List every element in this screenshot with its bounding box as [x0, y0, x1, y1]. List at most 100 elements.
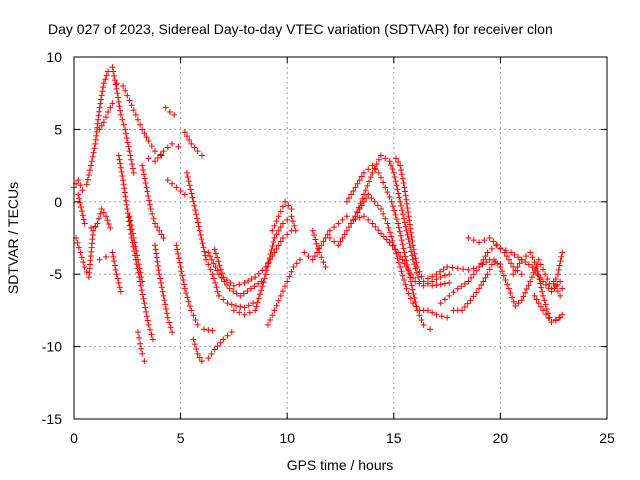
data-point: [105, 109, 112, 116]
data-point: [535, 300, 542, 307]
data-point: [418, 317, 425, 324]
data-point: [269, 227, 276, 234]
data-point: [104, 217, 111, 224]
data-point: [175, 255, 182, 262]
data-point: [78, 254, 85, 261]
data-point: [284, 231, 291, 238]
data-point: [464, 300, 471, 307]
data-point: [470, 271, 477, 278]
data-point: [109, 249, 116, 256]
data-point: [409, 274, 416, 281]
data-point: [149, 336, 156, 343]
data-point: [413, 269, 420, 276]
data-point: [387, 162, 394, 169]
data-point: [213, 284, 220, 291]
data-point: [409, 238, 416, 245]
data-point: [291, 222, 298, 229]
data-point: [198, 152, 205, 159]
data-point: [83, 269, 90, 276]
data-point: [275, 297, 282, 304]
data-point: [360, 213, 367, 220]
data-point: [260, 279, 267, 286]
data-point: [210, 260, 217, 267]
data-point: [373, 161, 380, 168]
data-point: [121, 189, 128, 196]
data-point: [535, 272, 542, 279]
data-point: [320, 259, 327, 266]
data-point: [346, 195, 353, 202]
data-point: [250, 300, 257, 307]
data-point: [309, 256, 316, 263]
data-point: [460, 266, 467, 273]
y-tick-label: 5: [54, 121, 62, 137]
data-point: [265, 321, 272, 328]
data-point: [271, 235, 278, 241]
data-point: [366, 178, 373, 185]
data-point: [138, 287, 145, 294]
data-point: [132, 111, 139, 118]
data-point: [473, 267, 480, 274]
data-point: [96, 104, 103, 111]
data-point: [96, 126, 103, 133]
data-point: [503, 253, 510, 260]
data-point: [375, 156, 382, 163]
data-point: [112, 266, 119, 273]
data-point: [119, 172, 126, 179]
data-point: [111, 258, 118, 265]
data-point: [424, 275, 431, 282]
chart-title: Day 027 of 2023, Sidereal Day-to-day VTE…: [48, 21, 553, 37]
data-point: [75, 191, 82, 198]
data-point: [326, 235, 333, 241]
data-point: [554, 288, 561, 295]
data-point: [545, 315, 552, 322]
data-point: [408, 233, 415, 240]
data-point: [125, 214, 132, 221]
data-point: [202, 252, 209, 259]
data-point: [241, 279, 248, 286]
data-point: [139, 291, 146, 298]
data-point: [74, 239, 81, 246]
data-point: [194, 148, 201, 155]
data-point: [277, 224, 284, 231]
data-point: [275, 213, 282, 220]
data-point: [403, 227, 410, 234]
data-point: [348, 191, 355, 198]
data-point: [136, 265, 143, 272]
data-point: [433, 311, 440, 318]
data-point: [167, 324, 174, 331]
data-point: [522, 253, 529, 260]
data-point: [201, 326, 208, 333]
data-point: [271, 222, 278, 229]
data-point: [115, 94, 122, 101]
data-point: [372, 223, 379, 230]
data-point: [367, 174, 374, 181]
data-point: [262, 271, 269, 278]
data-point: [375, 227, 382, 234]
data-point: [378, 230, 385, 237]
data-point: [179, 272, 186, 279]
data-point: [282, 283, 289, 290]
data-point: [205, 326, 212, 333]
data-point: [360, 198, 367, 205]
data-point: [157, 279, 164, 286]
data-point: [102, 253, 109, 260]
data-point: [122, 193, 129, 200]
data-point: [137, 269, 144, 276]
data-point: [122, 126, 129, 133]
data-point: [331, 224, 338, 231]
data-point: [273, 218, 280, 225]
data-point: [533, 263, 540, 270]
data-point: [541, 297, 548, 304]
data-point: [531, 259, 538, 266]
data-point: [410, 246, 417, 253]
data-point: [512, 303, 519, 310]
data-point: [137, 282, 144, 289]
data-point: [470, 237, 477, 244]
data-point: [145, 321, 152, 328]
data-point: [390, 169, 397, 176]
data-point: [158, 152, 165, 159]
data-point: [389, 242, 396, 249]
data-point: [534, 268, 541, 275]
data-point: [183, 169, 190, 176]
data-point: [369, 162, 376, 169]
